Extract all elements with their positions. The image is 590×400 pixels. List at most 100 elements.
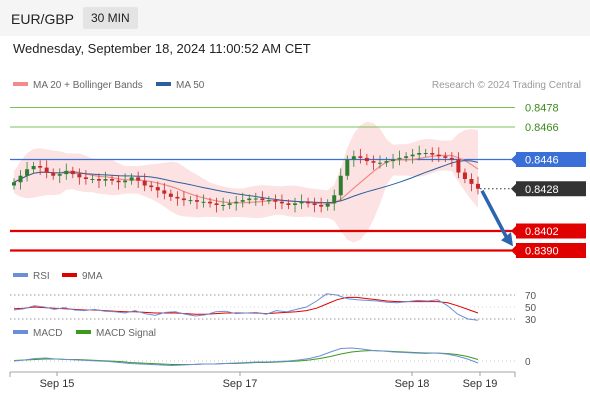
legend-ma50-label: MA 50 bbox=[176, 80, 205, 91]
time-label-sep-17: Sep 17 bbox=[223, 378, 258, 390]
candle-body bbox=[181, 198, 186, 201]
candle-body bbox=[469, 179, 474, 184]
candle-body bbox=[155, 187, 160, 191]
candle-body bbox=[364, 157, 369, 162]
candle-body bbox=[279, 201, 284, 204]
candle-body bbox=[38, 166, 43, 168]
candle-body bbox=[293, 203, 298, 205]
candle-body bbox=[201, 201, 206, 203]
candle-body bbox=[312, 203, 317, 205]
candle-body bbox=[462, 172, 467, 179]
candle-body bbox=[384, 161, 389, 163]
level-tag-0.8390 bbox=[516, 243, 586, 258]
rsi-tick-30: 30 bbox=[525, 315, 537, 326]
candle-body bbox=[208, 201, 213, 204]
legend-ma20-label: MA 20 + Bollinger Bands bbox=[33, 80, 143, 91]
rsi-line bbox=[13, 293, 479, 321]
candle-body bbox=[397, 157, 402, 160]
candle-body bbox=[214, 203, 219, 205]
legend-ma20-swatch bbox=[13, 82, 28, 87]
candle-body bbox=[57, 174, 62, 176]
candle-body bbox=[234, 201, 239, 204]
candle-body bbox=[391, 159, 396, 162]
level-tag-pointer-0.8390 bbox=[511, 244, 517, 257]
candle-body bbox=[332, 195, 337, 204]
candle-body bbox=[51, 172, 56, 176]
legend-macd-signal: MACD Signal bbox=[76, 328, 156, 339]
legend-9ma: 9MA bbox=[62, 271, 103, 282]
legend-macd-swatch bbox=[13, 330, 28, 335]
candle-body bbox=[443, 156, 448, 158]
candle-body bbox=[430, 153, 435, 155]
candle-body bbox=[44, 167, 49, 173]
header-bar: EUR/GBP 30 MIN bbox=[0, 0, 590, 36]
candle-body bbox=[162, 190, 167, 194]
candle-body bbox=[123, 180, 128, 183]
legend-macd-label: MACD bbox=[33, 328, 63, 339]
candle-body bbox=[299, 201, 304, 204]
candle-body bbox=[83, 177, 88, 179]
candle-body bbox=[476, 183, 480, 189]
level-tag-0.8446 bbox=[516, 152, 586, 167]
legend-ma50: MA 50 bbox=[156, 80, 204, 91]
level-label-0.8446: 0.8446 bbox=[525, 155, 559, 167]
candle-body bbox=[12, 182, 16, 186]
candle-body bbox=[18, 175, 23, 183]
candle-body bbox=[266, 200, 271, 202]
candle-body bbox=[338, 175, 343, 196]
macd-line bbox=[13, 347, 479, 367]
candle-body bbox=[188, 200, 193, 202]
candle-body bbox=[351, 156, 356, 160]
research-credit: Research © 2024 Trading Central bbox=[431, 80, 581, 91]
candle-body bbox=[449, 157, 454, 160]
candle-body bbox=[358, 156, 363, 158]
ma20-line bbox=[13, 154, 479, 205]
time-label-sep-18: Sep 18 bbox=[395, 378, 430, 390]
report-datetime: Wednesday, September 18, 2024 11:00:52 A… bbox=[13, 41, 311, 56]
candle-body bbox=[240, 200, 245, 202]
forecast-arrow-head bbox=[501, 232, 513, 247]
candle-body bbox=[149, 185, 154, 188]
level-label-0.8390: 0.8390 bbox=[525, 246, 559, 258]
candle-body bbox=[423, 153, 428, 154]
candle-body bbox=[136, 177, 141, 181]
level-tag-0.8402 bbox=[516, 223, 586, 239]
candle-body bbox=[77, 174, 82, 178]
candle-body bbox=[273, 200, 278, 202]
candle-body bbox=[345, 159, 350, 176]
candle-body bbox=[129, 177, 134, 181]
candle-body bbox=[70, 170, 75, 175]
candle-body bbox=[371, 161, 376, 163]
candle-body bbox=[377, 162, 382, 164]
rsi-tick-50: 50 bbox=[525, 303, 537, 314]
legend-rsi-label: RSI bbox=[33, 271, 50, 282]
level-label-0.8466: 0.8466 bbox=[525, 122, 559, 134]
candle-body bbox=[168, 193, 173, 197]
timeframe-button[interactable]: 30 MIN bbox=[83, 7, 138, 29]
candle-body bbox=[227, 203, 232, 205]
level-label-0.8402: 0.8402 bbox=[525, 226, 559, 238]
candle-body bbox=[456, 159, 461, 173]
candle-body bbox=[436, 154, 441, 157]
bollinger-band bbox=[14, 121, 478, 243]
macd-zero-label: 0 bbox=[525, 357, 531, 368]
candle-body bbox=[221, 205, 226, 206]
candle-body bbox=[410, 154, 415, 157]
legend-9ma-label: 9MA bbox=[82, 271, 103, 282]
ma50-line bbox=[13, 160, 479, 204]
candle-body bbox=[116, 180, 121, 183]
legend-macd: MACD bbox=[13, 328, 62, 339]
candle-body bbox=[325, 203, 330, 207]
candle-body bbox=[142, 180, 147, 186]
legend-rsi-swatch bbox=[13, 273, 28, 278]
candle-body bbox=[64, 170, 69, 175]
candle-body bbox=[306, 201, 311, 204]
level-label-0.8428: 0.8428 bbox=[525, 184, 559, 196]
candle-body bbox=[247, 198, 252, 201]
candles-group bbox=[12, 145, 480, 213]
legend-macd-signal-swatch bbox=[76, 330, 91, 335]
candle-body bbox=[96, 179, 101, 181]
level-tag-pointer-0.8428 bbox=[511, 182, 517, 195]
candle-body bbox=[417, 153, 422, 155]
